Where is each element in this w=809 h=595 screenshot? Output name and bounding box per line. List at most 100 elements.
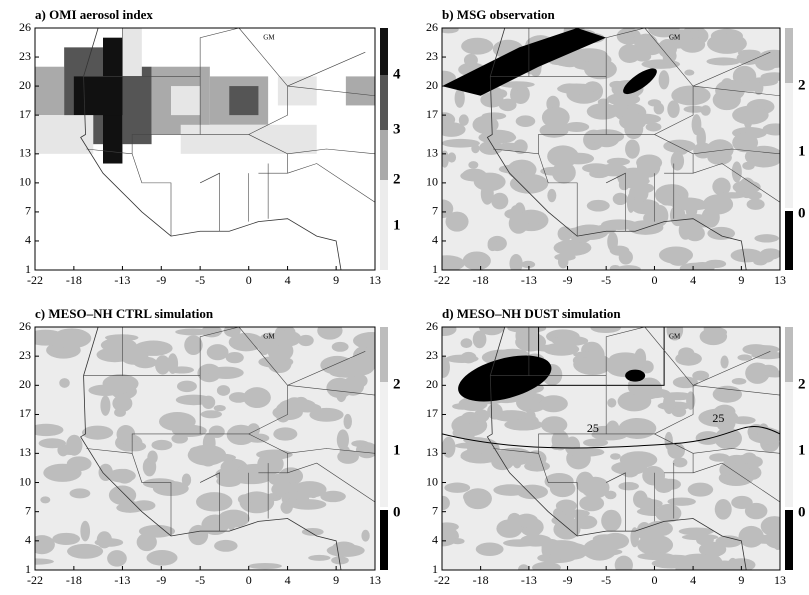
colorbar-label: 2: [393, 376, 401, 392]
cloud-patch: [286, 498, 299, 508]
cloud-patch: [671, 85, 710, 105]
cloud-patch: [731, 496, 753, 509]
panel-title: c) MESO–NH CTRL simulation: [35, 306, 214, 321]
cloud-patch: [668, 497, 696, 505]
x-tick-label: -5: [601, 273, 611, 287]
cloud-patch: [548, 553, 584, 560]
colorbar-label: 0: [393, 504, 401, 520]
cloud-patch: [521, 261, 535, 268]
cloud-patch: [705, 260, 726, 268]
cloud-patch: [107, 550, 127, 566]
cloud-patch: [757, 252, 775, 263]
cloud-patch: [279, 399, 315, 412]
x-tick-label: 13: [369, 573, 381, 587]
y-tick-label: 7: [432, 503, 438, 517]
cloud-patch: [749, 345, 779, 354]
cloud-patch: [515, 514, 538, 528]
colorbar-label: 2: [798, 77, 806, 93]
cloud-patch: [696, 431, 721, 445]
cloud-patch: [488, 240, 498, 252]
y-tick-label: 10: [19, 175, 31, 189]
cloud-patch: [248, 563, 282, 569]
cloud-patch: [541, 416, 567, 433]
cloud-patch: [270, 330, 301, 347]
cloud-patch: [636, 155, 662, 171]
y-tick-label: 20: [426, 377, 438, 391]
y-tick-label: 7: [25, 204, 31, 218]
y-tick-label: 13: [19, 146, 31, 160]
cloud-patch: [671, 151, 684, 170]
map-content: [35, 28, 375, 270]
x-tick-label: -5: [195, 273, 205, 287]
cloud-patch: [641, 59, 680, 69]
cloud-patch: [67, 456, 92, 471]
cloud-patch: [361, 530, 369, 542]
map-panel: c) MESO–NH CTRL simulation-22-18-13-9-50…: [17, 306, 400, 587]
cloud-patch: [552, 162, 576, 184]
cloud-patch: [464, 54, 478, 67]
cloud-patch: [224, 324, 241, 337]
cloud-patch: [40, 496, 50, 503]
cloud-patch: [88, 385, 122, 396]
aerosol-cell: [122, 28, 141, 76]
cloud-patch: [707, 227, 735, 240]
cloud-patch: [715, 499, 732, 520]
y-tick-label: 7: [432, 204, 438, 218]
cloud-patch: [715, 80, 745, 101]
cloud-patch: [680, 36, 706, 52]
cloud-patch: [601, 510, 621, 532]
y-tick-label: 17: [19, 406, 31, 420]
aerosol-cell: [181, 125, 317, 154]
cloud-patch: [634, 348, 646, 368]
cloud-patch: [532, 562, 561, 573]
x-tick-label: -13: [114, 573, 130, 587]
x-tick-label: -18: [66, 273, 82, 287]
cloud-patch: [214, 540, 238, 552]
colorbar-segment: [785, 510, 793, 570]
cloud-patch: [545, 473, 574, 490]
cloud-patch: [82, 426, 113, 440]
cloud-patch: [571, 510, 586, 518]
cloud-patch: [588, 129, 625, 143]
cloud-patch: [112, 395, 132, 412]
cloud-patch: [463, 251, 491, 270]
aerosol-cell: [35, 115, 93, 154]
cloud-patch: [346, 356, 375, 376]
cloud-patch: [67, 544, 103, 559]
cloud-patch: [151, 440, 172, 450]
cloud-patch: [207, 344, 229, 360]
cloud-patch: [351, 440, 368, 447]
cloud-patch: [476, 543, 504, 556]
colorbar-segment: [380, 130, 388, 180]
x-tick-label: -9: [156, 273, 166, 287]
y-tick-label: 13: [426, 146, 438, 160]
colorbar-segment: [785, 28, 793, 83]
colorbar-segment: [380, 28, 388, 75]
cloud-patch: [747, 199, 765, 210]
cloud-patch: [503, 539, 536, 547]
cloud-patch: [499, 165, 526, 174]
aerosol-cell: [35, 67, 64, 115]
x-tick-label: 4: [690, 273, 696, 287]
x-tick-label: -13: [521, 573, 537, 587]
cloud-patch: [504, 419, 543, 431]
cloud-patch: [201, 515, 229, 535]
cloud-patch: [751, 535, 782, 544]
cloud-patch: [101, 338, 137, 353]
cloud-patch: [685, 199, 697, 219]
cloud-patch: [461, 38, 493, 55]
cloud-patch: [39, 438, 66, 448]
cloud-patch: [139, 525, 175, 538]
cloud-patch: [510, 174, 548, 194]
colorbar-label: 1: [798, 442, 806, 458]
cloud-patch: [732, 161, 742, 182]
cloud-patch: [659, 190, 673, 206]
x-tick-label: -5: [195, 573, 205, 587]
cloud-patch: [556, 499, 577, 512]
cloud-patch: [176, 395, 212, 406]
map-label: GM: [669, 332, 681, 340]
cloud-patch: [487, 403, 503, 419]
cloud-patch: [611, 461, 647, 475]
cloud-patch: [327, 544, 365, 557]
cloud-patch: [610, 246, 630, 256]
